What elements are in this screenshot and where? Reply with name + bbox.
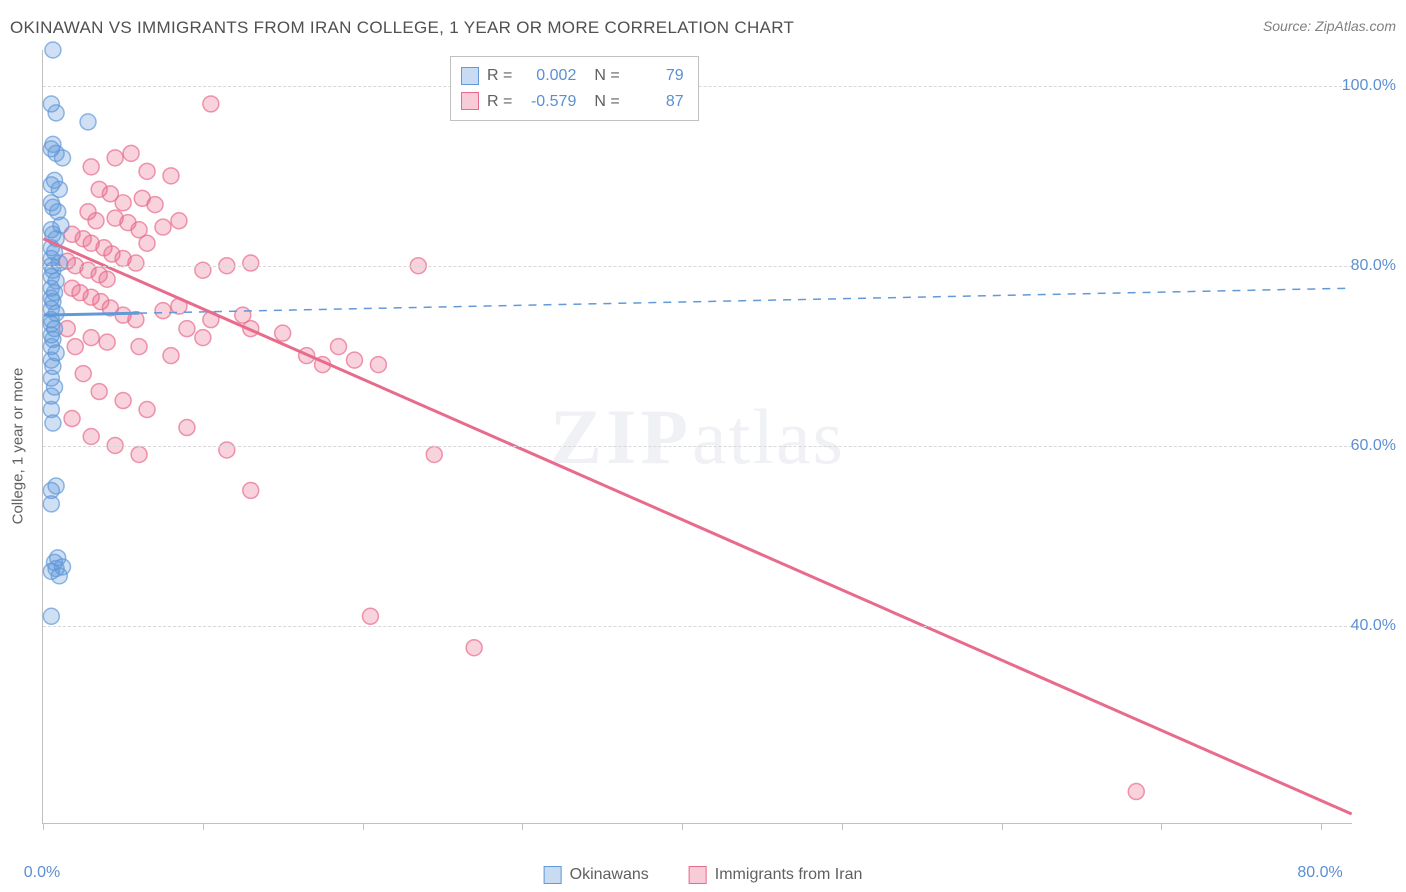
legend-swatch-okinawans — [544, 866, 562, 884]
y-tick-label: 40.0% — [1351, 617, 1396, 635]
legend-item-okinawans: Okinawans — [544, 866, 649, 884]
swatch-okinawans — [461, 67, 479, 85]
swatch-iran — [461, 92, 479, 110]
chart-title: OKINAWAN VS IMMIGRANTS FROM IRAN COLLEGE… — [10, 18, 794, 38]
y-tick-label: 100.0% — [1342, 77, 1396, 95]
n-value-okinawans: 79 — [628, 63, 684, 89]
r-value-okinawans: 0.002 — [520, 63, 576, 89]
source-credit: Source: ZipAtlas.com — [1263, 18, 1396, 34]
y-tick-label: 80.0% — [1351, 257, 1396, 275]
x-tick-label: 80.0% — [1297, 864, 1342, 882]
legend-label-okinawans: Okinawans — [570, 866, 649, 884]
legend-swatch-iran — [689, 866, 707, 884]
legend-item-iran: Immigrants from Iran — [689, 866, 863, 884]
stats-legend-box: R = 0.002 N = 79 R = -0.579 N = 87 — [450, 56, 699, 121]
stats-row-iran: R = -0.579 N = 87 — [461, 89, 684, 115]
legend-label-iran: Immigrants from Iran — [715, 866, 863, 884]
stats-row-okinawans: R = 0.002 N = 79 — [461, 63, 684, 89]
bottom-legend: Okinawans Immigrants from Iran — [544, 866, 863, 884]
r-label: R = — [487, 63, 512, 89]
r-label: R = — [487, 89, 512, 115]
x-tick-label: 0.0% — [24, 864, 60, 882]
scatter-svg — [43, 50, 1352, 823]
r-value-iran: -0.579 — [520, 89, 576, 115]
n-label: N = — [594, 63, 619, 89]
y-axis-label: College, 1 year or more — [10, 368, 27, 525]
n-label: N = — [594, 89, 619, 115]
y-tick-label: 60.0% — [1351, 437, 1396, 455]
chart-plot-area: ZIPatlas — [42, 50, 1352, 824]
n-value-iran: 87 — [628, 89, 684, 115]
